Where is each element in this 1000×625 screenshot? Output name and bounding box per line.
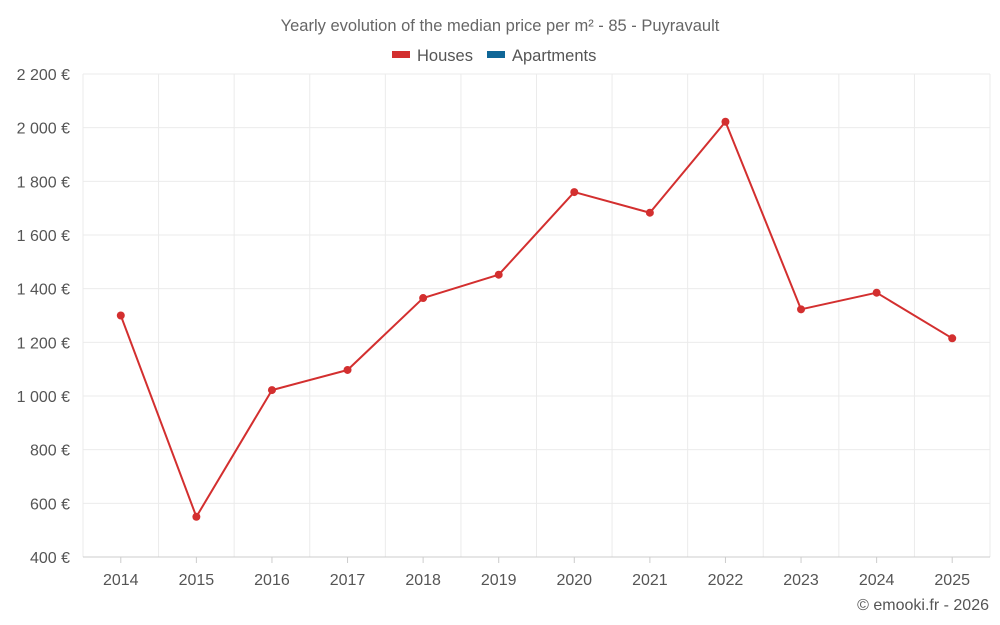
x-tick-label: 2019 xyxy=(481,572,517,589)
data-point-2015[interactable] xyxy=(192,513,200,521)
data-point-2016[interactable] xyxy=(268,386,276,394)
x-tick-label: 2018 xyxy=(405,572,441,589)
x-tick-label: 2023 xyxy=(783,572,819,589)
data-point-2021[interactable] xyxy=(646,209,654,217)
x-tick-label: 2017 xyxy=(330,572,366,589)
x-axis: 2014 2015 2016 2017 2018 2019 2020 2021 2022 2023… xyxy=(83,557,990,589)
legend-label-apartments: Apartments xyxy=(512,47,596,65)
legend-swatch-apartments xyxy=(487,51,505,58)
data-point-2014[interactable] xyxy=(117,312,125,320)
data-point-2019[interactable] xyxy=(495,271,503,279)
y-tick-label: 2 000 € xyxy=(17,121,70,138)
x-tick-label: 2025 xyxy=(934,572,970,589)
y-tick-label: 1 000 € xyxy=(17,389,70,406)
x-tick-label: 2022 xyxy=(708,572,744,589)
gridlines xyxy=(83,74,990,557)
legend-label-houses: Houses xyxy=(417,47,473,65)
x-tick-label: 2021 xyxy=(632,572,668,589)
chart-title: Yearly evolution of the median price per… xyxy=(281,17,720,35)
x-tick-label: 2020 xyxy=(556,572,592,589)
data-point-2025[interactable] xyxy=(948,334,956,342)
data-point-2024[interactable] xyxy=(873,289,881,297)
data-point-2023[interactable] xyxy=(797,305,805,313)
y-tick-label: 2 200 € xyxy=(17,67,70,84)
y-axis: 400 € 600 € 800 € 1 000 € 1 200 € 1 400 € 1 60… xyxy=(17,67,70,567)
data-point-2022[interactable] xyxy=(721,118,729,126)
data-point-2017[interactable] xyxy=(344,366,352,374)
legend: Houses Apartments xyxy=(392,47,596,65)
data-point-2020[interactable] xyxy=(570,188,578,196)
x-tick-label: 2016 xyxy=(254,572,290,589)
legend-swatch-houses xyxy=(392,51,410,58)
y-tick-label: 1 200 € xyxy=(17,335,70,352)
y-tick-label: 1 600 € xyxy=(17,228,70,245)
x-tick-label: 2015 xyxy=(179,572,215,589)
credit-text: © emooki.fr - 2026 xyxy=(857,597,989,614)
y-tick-label: 400 € xyxy=(30,550,70,567)
x-tick-label: 2024 xyxy=(859,572,895,589)
y-tick-label: 600 € xyxy=(30,496,70,513)
y-tick-label: 1 800 € xyxy=(17,174,70,191)
legend-item-apartments[interactable]: Apartments xyxy=(487,47,596,65)
legend-item-houses[interactable]: Houses xyxy=(392,47,473,65)
y-tick-label: 800 € xyxy=(30,443,70,460)
price-chart: Yearly evolution of the median price per… xyxy=(0,0,1000,625)
x-tick-label: 2014 xyxy=(103,572,139,589)
y-tick-label: 1 400 € xyxy=(17,282,70,299)
data-point-2018[interactable] xyxy=(419,294,427,302)
